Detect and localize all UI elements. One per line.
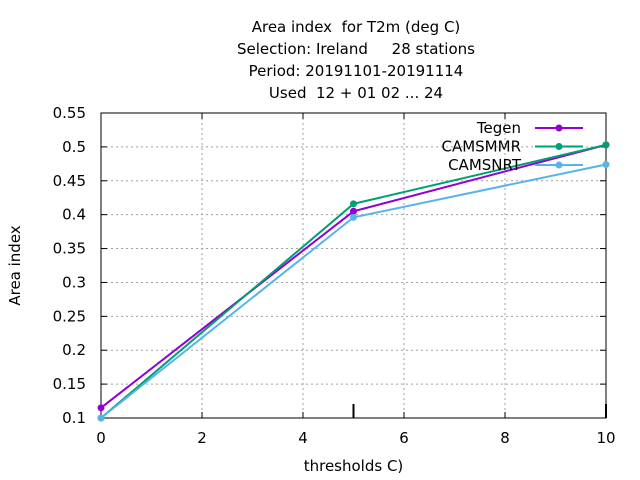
axis-ticks: 0 2 4 6 8 10 0.1 0.15 0.2 0.25 0.3 0.35 0.4 0.45 0.5 0.… [53,104,616,447]
chart-title: Area index for T2m (deg C) Selection: Ir… [0,16,640,104]
data-point [97,404,105,412]
y-tick-label: 0.5 [62,138,86,156]
series-layer [97,141,610,422]
legend-label: CAMSMMR [441,138,521,156]
y-tick-label: 0.2 [62,341,86,359]
series-tegen [97,141,610,412]
series-line [100,143,607,409]
x-tick-label: 10 [596,429,615,447]
x-tick-label: 0 [96,429,106,447]
y-tick-label: 0.4 [62,206,86,224]
legend-label: CAMSNRT [448,156,522,174]
series-camsmmr [97,141,610,422]
y-tick-label: 0.55 [53,104,86,122]
title-line-1: Area index for T2m (deg C) [251,18,461,36]
series-line [100,143,607,419]
y-tick-label: 0.45 [53,172,86,190]
y-tick-label: 0.25 [53,307,86,325]
data-point [602,141,610,149]
series-camsnrt [97,161,610,422]
y-tick-label: 0.3 [62,273,86,291]
legend-label: Tegen [476,119,521,137]
x-tick-label: 6 [399,429,409,447]
grid-lines [101,113,606,418]
y-tick-label: 0.1 [62,409,86,427]
x-tick-label: 2 [197,429,207,447]
x-tick-label: 4 [298,429,308,447]
data-point [350,200,357,208]
y-axis-label: Area index [6,225,24,305]
title-line-3: Period: 20191101-20191114 [248,62,464,80]
legend-swatch-marker [555,161,563,169]
data-point [350,207,357,215]
x-axis-label: thresholds C) [304,457,404,475]
legend-swatch-marker [555,143,563,150]
y-tick-label: 0.15 [53,375,86,393]
legend-swatch-marker [555,124,563,132]
y-tick-label: 0.35 [53,240,86,258]
data-point [97,414,105,422]
title-line-4: Used 12 + 01 02 ... 24 [268,84,444,102]
title-line-2: Selection: Ireland 28 stations [237,40,475,58]
x-tick-label: 8 [500,429,510,447]
plot-frame [100,112,607,419]
data-point [350,213,357,221]
data-point [602,161,610,169]
